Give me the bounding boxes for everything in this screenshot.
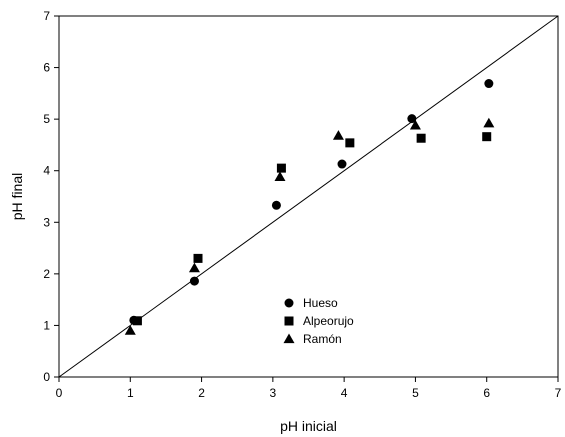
plot-frame (58, 15, 559, 378)
legend-label-hueso: Hueso (303, 296, 338, 310)
data-point-hueso (337, 159, 347, 169)
y-tick-label: 1 (43, 318, 50, 332)
x-tick-label: 6 (483, 386, 490, 400)
data-point-ramn (409, 119, 421, 130)
data-point-alpeorujo (132, 316, 142, 326)
data-point-ramn (188, 262, 200, 273)
data-point-hueso (484, 79, 494, 89)
x-tick-label: 0 (56, 386, 63, 400)
x-tick-label: 3 (270, 386, 277, 400)
data-point-ramn (274, 171, 286, 182)
y-tick-label: 4 (43, 164, 50, 178)
reference-line (58, 15, 559, 378)
x-tick-label: 7 (555, 386, 562, 400)
x-tick-label: 5 (412, 386, 419, 400)
legend-marker-hueso (284, 298, 294, 308)
data-point-ramn (124, 325, 136, 335)
y-tick-label: 3 (43, 215, 50, 229)
data-point-alpeorujo (193, 253, 203, 263)
y-tick-label: 2 (43, 267, 50, 281)
data-point-alpeorujo (416, 133, 426, 143)
plot-area: 0 1 2 3 4 5 6 7 0 1 2 3 4 5 6 7 (43, 9, 561, 400)
legend: Hueso Alpeorujo Ramón (283, 296, 354, 346)
y-tick-label: 5 (43, 112, 50, 126)
data-point-ramn (483, 117, 495, 128)
x-axis-title: pH inicial (280, 418, 337, 434)
y-tick-label: 0 (43, 370, 50, 384)
x-tick-label: 1 (127, 386, 134, 400)
y-axis-title: pH final (9, 173, 25, 220)
legend-label-alpeorujo: Alpeorujo (303, 314, 354, 328)
legend-marker-ramn (283, 333, 295, 344)
data-point-hueso (407, 114, 417, 124)
data-point-alpeorujo (482, 132, 492, 142)
data-point-hueso (271, 200, 281, 210)
legend-label-ramn: Ramón (303, 332, 342, 346)
y-tick-label: 6 (43, 61, 50, 75)
y-tick-label: 7 (43, 9, 50, 23)
data-point-ramn (332, 130, 344, 140)
x-tick-label: 2 (198, 386, 205, 400)
data-point-hueso (189, 276, 199, 286)
data-point-alpeorujo (345, 138, 355, 148)
legend-marker-alpeorujo (284, 316, 294, 326)
data-point-alpeorujo (276, 163, 286, 173)
x-tick-label: 4 (341, 386, 348, 400)
